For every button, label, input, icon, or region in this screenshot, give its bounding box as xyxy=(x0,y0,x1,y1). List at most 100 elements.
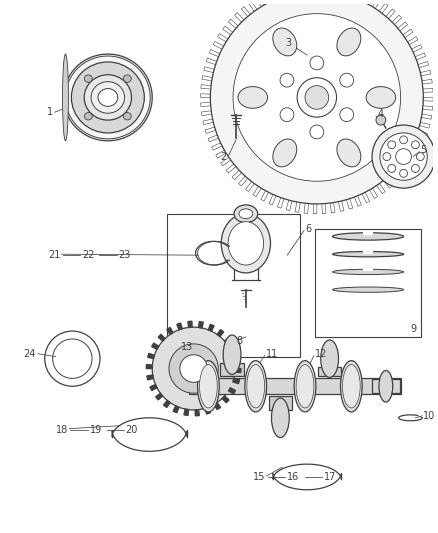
Text: 23: 23 xyxy=(119,250,131,260)
Circle shape xyxy=(169,344,218,393)
Text: 13: 13 xyxy=(181,342,193,352)
Ellipse shape xyxy=(337,139,361,167)
Polygon shape xyxy=(234,357,240,362)
Polygon shape xyxy=(198,321,203,328)
Ellipse shape xyxy=(273,139,297,167)
Circle shape xyxy=(297,78,336,117)
Polygon shape xyxy=(230,346,237,352)
Circle shape xyxy=(411,165,419,172)
Circle shape xyxy=(280,74,294,87)
Ellipse shape xyxy=(294,361,316,412)
Circle shape xyxy=(376,115,386,125)
Polygon shape xyxy=(146,365,152,368)
Text: 18: 18 xyxy=(56,425,68,434)
Polygon shape xyxy=(188,321,192,327)
Ellipse shape xyxy=(332,287,403,292)
Text: 20: 20 xyxy=(126,425,138,434)
Circle shape xyxy=(45,331,100,386)
Bar xyxy=(167,214,300,357)
Text: 19: 19 xyxy=(90,425,102,434)
Text: 15: 15 xyxy=(253,472,265,482)
Bar xyxy=(315,229,421,337)
Polygon shape xyxy=(233,378,240,384)
Ellipse shape xyxy=(332,233,403,240)
Polygon shape xyxy=(220,362,244,376)
Bar xyxy=(189,378,401,394)
Polygon shape xyxy=(184,409,189,416)
Circle shape xyxy=(380,133,427,180)
Polygon shape xyxy=(173,406,179,413)
Ellipse shape xyxy=(124,75,131,82)
Text: 24: 24 xyxy=(24,349,36,359)
Ellipse shape xyxy=(332,269,403,274)
Circle shape xyxy=(388,165,396,172)
Ellipse shape xyxy=(332,252,403,257)
Polygon shape xyxy=(195,410,199,416)
Polygon shape xyxy=(217,329,224,336)
Ellipse shape xyxy=(223,335,241,375)
Ellipse shape xyxy=(124,112,131,120)
Polygon shape xyxy=(318,367,342,376)
Polygon shape xyxy=(152,343,159,349)
Circle shape xyxy=(340,74,353,87)
Polygon shape xyxy=(148,353,155,359)
Ellipse shape xyxy=(85,112,92,120)
Text: 5: 5 xyxy=(420,144,427,155)
Circle shape xyxy=(152,327,235,410)
Ellipse shape xyxy=(200,365,217,408)
Polygon shape xyxy=(158,334,165,341)
Circle shape xyxy=(417,152,424,160)
Circle shape xyxy=(310,125,324,139)
Ellipse shape xyxy=(245,361,267,412)
Circle shape xyxy=(233,14,401,181)
Ellipse shape xyxy=(321,340,339,377)
Polygon shape xyxy=(155,393,162,400)
Ellipse shape xyxy=(198,361,219,412)
Circle shape xyxy=(372,125,435,188)
Polygon shape xyxy=(167,327,173,334)
Text: 6: 6 xyxy=(305,223,311,233)
Text: 1: 1 xyxy=(46,107,53,117)
Circle shape xyxy=(53,339,92,378)
Polygon shape xyxy=(177,323,182,330)
Polygon shape xyxy=(208,324,214,331)
Ellipse shape xyxy=(63,54,68,141)
Ellipse shape xyxy=(221,214,271,273)
Polygon shape xyxy=(147,375,153,380)
Text: 21: 21 xyxy=(48,250,60,260)
Polygon shape xyxy=(163,400,170,407)
Circle shape xyxy=(399,169,407,177)
Text: 3: 3 xyxy=(285,38,291,48)
Circle shape xyxy=(210,0,423,204)
Ellipse shape xyxy=(84,75,131,120)
Text: 4: 4 xyxy=(378,109,384,119)
Text: 11: 11 xyxy=(265,349,278,359)
Bar xyxy=(372,379,399,393)
Ellipse shape xyxy=(296,365,314,408)
Ellipse shape xyxy=(71,62,145,133)
Circle shape xyxy=(340,108,353,122)
Ellipse shape xyxy=(64,54,152,141)
Circle shape xyxy=(305,86,328,109)
Polygon shape xyxy=(229,388,236,394)
Ellipse shape xyxy=(91,82,124,113)
Text: 16: 16 xyxy=(287,472,300,482)
Text: 10: 10 xyxy=(423,411,435,421)
Polygon shape xyxy=(268,396,292,410)
Ellipse shape xyxy=(247,365,265,408)
Ellipse shape xyxy=(239,209,253,219)
Polygon shape xyxy=(150,385,157,391)
Ellipse shape xyxy=(272,398,289,438)
Text: 9: 9 xyxy=(410,324,417,334)
Ellipse shape xyxy=(228,222,264,265)
Circle shape xyxy=(310,56,324,70)
Ellipse shape xyxy=(234,205,258,223)
Polygon shape xyxy=(214,402,220,409)
Circle shape xyxy=(399,136,407,144)
Text: 2: 2 xyxy=(220,151,226,161)
Text: 12: 12 xyxy=(315,349,327,359)
Ellipse shape xyxy=(98,88,118,106)
Ellipse shape xyxy=(340,361,362,412)
Circle shape xyxy=(411,141,419,149)
Ellipse shape xyxy=(85,75,92,82)
